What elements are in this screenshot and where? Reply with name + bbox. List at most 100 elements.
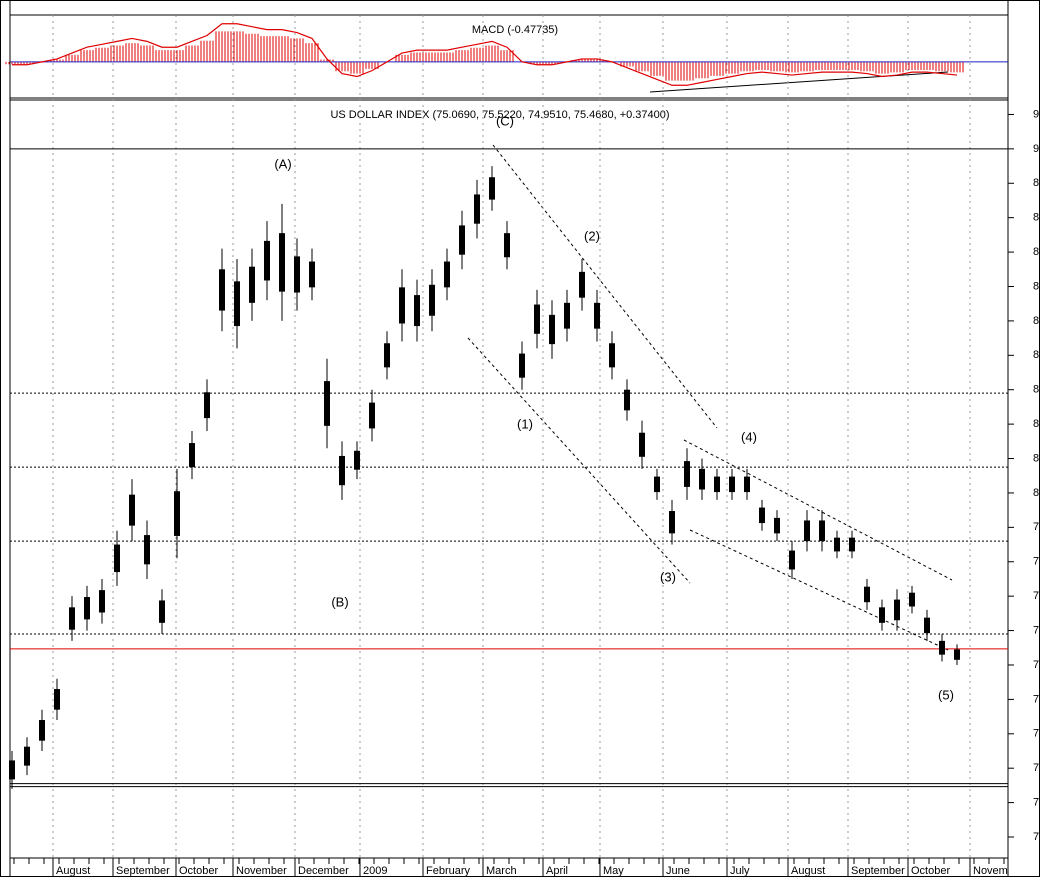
y-tick-label: 8 [1033,177,1039,189]
y-tick-label: 7 [1033,521,1039,533]
trend-lines [467,144,953,651]
x-tick-label: August [56,865,90,877]
y-tick-label: 7 [1033,556,1039,568]
bar-body [399,287,405,324]
bar-body [99,590,105,613]
y-tick-label: 8 [1033,315,1039,327]
bar-body [789,550,795,570]
bar-body [714,476,720,493]
bar-body [204,392,210,419]
bar-body [504,233,510,258]
y-tick-label: 8 [1033,452,1039,464]
x-tick-label: October [911,865,950,877]
bar-body [279,233,285,292]
x-tick-label: November [236,865,287,877]
bar-body [39,720,45,741]
wave-label: (5) [938,687,954,702]
bar-body [114,544,120,573]
y-tick-label: 7 [1033,762,1039,774]
bar-body [294,256,300,293]
y-tick-label: 7 [1033,728,1039,740]
bar-body [429,284,435,316]
bar-body [744,476,750,493]
wave-label: (B) [331,594,348,609]
y-tick-label: 9 [1033,108,1039,120]
bar-body [354,450,360,470]
y-tick-label: 7 [1033,831,1039,843]
y-tick-label: 8 [1033,384,1039,396]
macd-trend-line [649,71,949,93]
macd-title: MACD (-0.47735) [472,24,558,36]
bar-body [309,261,315,288]
bar-body [534,304,540,334]
bar-body [684,461,690,487]
bar-body [954,649,960,660]
bar-body [159,600,165,623]
macd-line [12,23,958,86]
bar-body [144,535,150,565]
bar-body [264,240,270,281]
bar-body [489,177,495,200]
bar-body [924,617,930,634]
y-tick-label: 7 [1033,797,1039,809]
x-tick-label: September [116,865,170,877]
wave-label: (1) [517,416,533,431]
bar-body [384,343,390,368]
bar-body [759,507,765,524]
bar-body [624,389,630,411]
bar-body [339,455,345,486]
y-tick-label: 8 [1033,349,1039,361]
bar-body [939,640,945,655]
bar-body [9,760,15,780]
bar-body [804,520,810,542]
x-tick-label: October [179,865,218,877]
x-tick-label: September [851,865,905,877]
trend-line [683,439,953,581]
bar-body [189,443,195,468]
y-tick-label: 9 [1033,143,1039,155]
bar-body [84,597,90,620]
bar-body [54,689,60,710]
bar-body [639,432,645,457]
y-tick-label: 7 [1033,624,1039,636]
trend-line [492,144,718,429]
x-tick-label: May [603,865,624,877]
bar-body [699,468,705,490]
bar-body [414,295,420,327]
bar-body [594,302,600,329]
y-tick-label: 8 [1033,418,1039,430]
x-tick-label: April [546,865,568,877]
x-tick-label: February [426,865,471,877]
x-tick-label: March [486,865,517,877]
y-tick-label: 8 [1033,280,1039,292]
x-tick-label: June [666,865,690,877]
bar-body [879,607,885,623]
x-tick-label: July [730,865,750,877]
bar-body [444,261,450,288]
wave-label: (2) [584,228,600,243]
bar-body [219,269,225,311]
bar-body [324,381,330,426]
bar-body [549,314,555,345]
bar-body [519,353,525,378]
bar-body [234,281,240,327]
bar-body [249,266,255,303]
wave-label: (C) [496,113,514,128]
bar-body [669,510,675,534]
wave-label: (A) [274,156,291,171]
bar-body [474,194,480,224]
bar-body [834,537,840,552]
bar-body [369,402,375,429]
bar-body [24,746,30,766]
bar-body [174,491,180,536]
bar-body [894,599,900,621]
y-tick-label: 7 [1033,659,1039,671]
y-tick-label: 8 [1033,246,1039,258]
x-tick-label: August [791,865,825,877]
bar-body [909,592,915,607]
y-tick-label: 8 [1033,212,1039,224]
x-tick-label: 2009 [363,865,387,877]
